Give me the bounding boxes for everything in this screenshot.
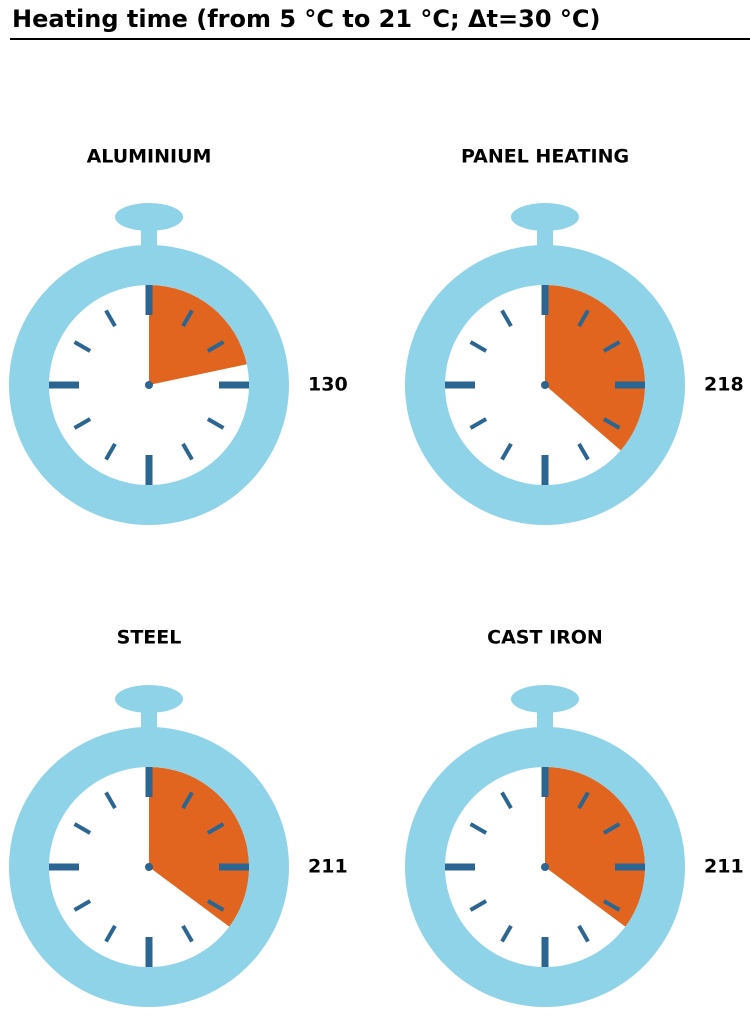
minor-tick: [181, 791, 194, 810]
stopwatch: PANEL HEATING 218: [405, 146, 744, 525]
center-dot: [541, 863, 549, 871]
stopwatch-label: ALUMINIUM: [87, 146, 212, 168]
value-sector-aluminium: [149, 285, 247, 385]
stopwatch-crown: [115, 203, 183, 231]
stopwatch-crown: [511, 203, 579, 231]
stopwatch-stem: [537, 225, 553, 251]
minor-tick: [104, 442, 117, 461]
minor-tick: [181, 924, 194, 943]
minor-tick: [577, 442, 590, 461]
stopwatch-label: CAST IRON: [487, 627, 603, 649]
stopwatch: STEEL 211: [9, 627, 348, 1007]
minor-tick: [469, 340, 488, 353]
page-title: Heating time (from 5 °C to 21 °C; Δt=30 …: [12, 5, 601, 33]
minor-tick: [104, 791, 117, 810]
stopwatch-crown: [115, 685, 183, 713]
minor-tick: [602, 822, 621, 835]
minor-tick: [73, 899, 92, 912]
minor-tick: [206, 417, 225, 430]
minor-tick: [500, 924, 513, 943]
minor-tick: [602, 417, 621, 430]
minor-tick: [500, 309, 513, 328]
minor-tick: [181, 309, 194, 328]
minor-tick: [73, 417, 92, 430]
title-divider: [10, 38, 750, 40]
center-dot: [145, 381, 153, 389]
minor-tick: [104, 309, 117, 328]
minor-tick: [577, 309, 590, 328]
value-label: 211: [704, 856, 744, 878]
stopwatch-label: PANEL HEATING: [461, 146, 629, 168]
stopwatch-stem: [537, 707, 553, 733]
center-dot: [541, 381, 549, 389]
minor-tick: [73, 340, 92, 353]
stopwatch-stem: [141, 707, 157, 733]
value-label: 218: [704, 374, 744, 396]
minor-tick: [469, 822, 488, 835]
value-sector-steel: [149, 767, 249, 927]
stopwatch: ALUMINIUM 130: [9, 146, 348, 525]
minor-tick: [469, 417, 488, 430]
center-dot: [145, 863, 153, 871]
minor-tick: [602, 899, 621, 912]
minor-tick: [577, 791, 590, 810]
minor-tick: [500, 791, 513, 810]
value-sector-cast-iron: [545, 767, 645, 927]
stopwatch-label: STEEL: [117, 627, 182, 649]
minor-tick: [206, 899, 225, 912]
minor-tick: [469, 899, 488, 912]
value-label: 130: [308, 374, 348, 396]
value-sector-panel-heating: [545, 285, 645, 451]
minor-tick: [104, 924, 117, 943]
minor-tick: [577, 924, 590, 943]
stopwatch: CAST IRON 211: [405, 627, 744, 1007]
stopwatch-stem: [141, 225, 157, 251]
minor-tick: [206, 822, 225, 835]
minor-tick: [500, 442, 513, 461]
minor-tick: [73, 822, 92, 835]
minor-tick: [602, 340, 621, 353]
value-label: 211: [308, 856, 348, 878]
minor-tick: [181, 442, 194, 461]
stopwatch-crown: [511, 685, 579, 713]
minor-tick: [206, 340, 225, 353]
